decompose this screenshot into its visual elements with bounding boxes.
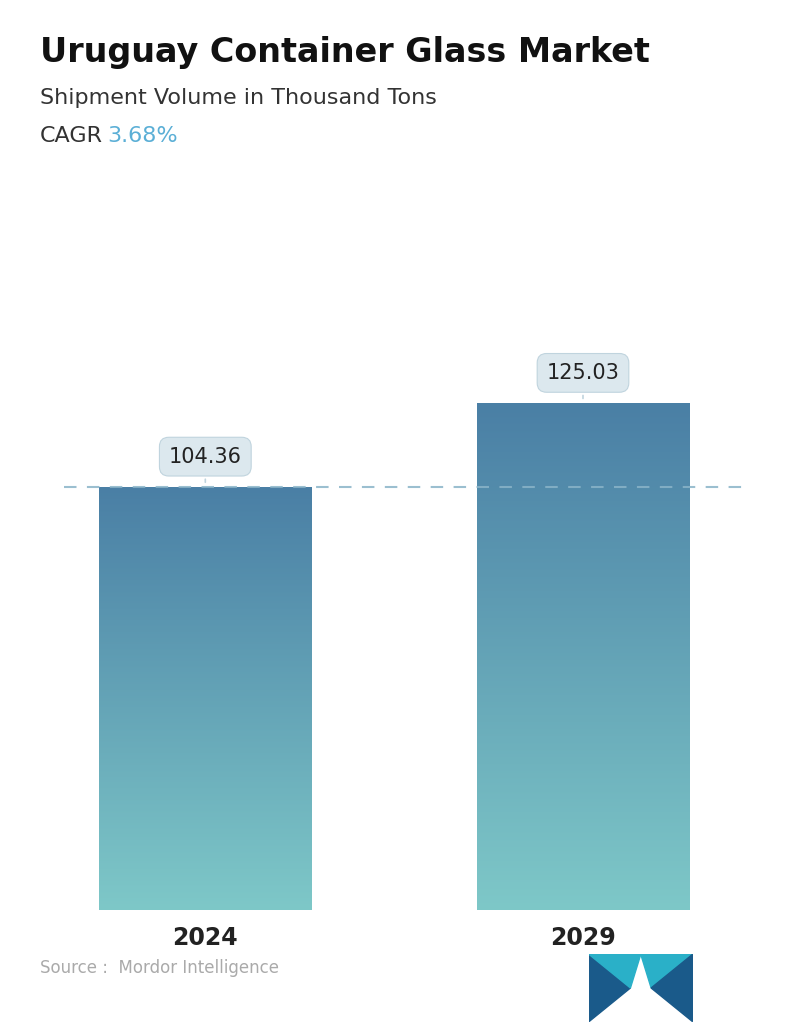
Text: Source :  Mordor Intelligence: Source : Mordor Intelligence [40,960,279,977]
Text: Uruguay Container Glass Market: Uruguay Container Glass Market [40,36,650,69]
Polygon shape [589,954,641,989]
Polygon shape [641,954,693,989]
Polygon shape [651,954,693,1022]
Text: 125.03: 125.03 [547,363,619,398]
Text: Shipment Volume in Thousand Tons: Shipment Volume in Thousand Tons [40,88,437,108]
Text: 3.68%: 3.68% [107,126,178,146]
Text: 104.36: 104.36 [169,447,242,482]
Text: CAGR: CAGR [40,126,103,146]
Polygon shape [589,954,630,1022]
